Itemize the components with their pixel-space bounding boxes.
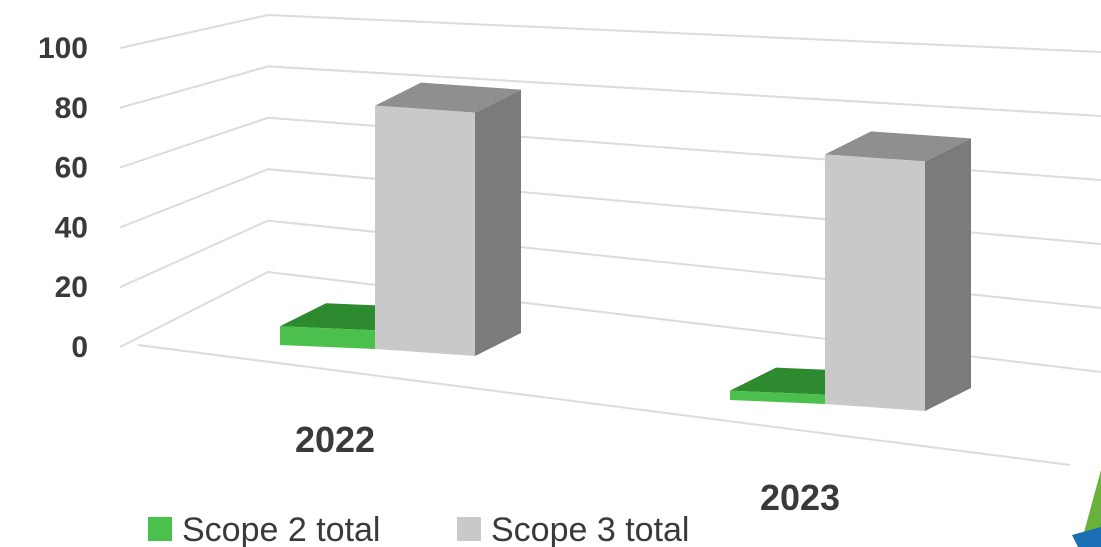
legend-swatch-scope-2-total [148,517,172,541]
legend-label-scope-3-total: Scope 3 total [491,511,689,547]
bar-side-scope-3-total-2022 [475,89,521,356]
bar-scope-3-total-2022 [375,105,475,356]
gridline-0 [119,270,1101,373]
bar-top-scope-3-total-2022 [375,82,521,113]
gridlines [119,13,1101,466]
y-tick-label-100: 100 [38,32,88,65]
x-tick-label-2022: 2022 [295,419,375,460]
y-axis-ticks: 0 20 40 60 80 100 [38,32,88,364]
bars [280,82,971,411]
y-tick-label-40: 40 [55,211,88,244]
bar-scope-3-total-2023 [825,154,925,411]
x-axis-labels: 2022 2023 [295,419,840,518]
gridline-60 [119,116,1101,181]
y-tick-label-0: 0 [71,331,88,364]
logo-corner-icon [1072,470,1101,547]
gridline-20 [119,219,1101,309]
y-tick-label-20: 20 [55,271,88,304]
gridline-100 [119,13,1101,53]
floor-edge-line [137,344,1071,466]
bar-top-scope-3-total-2023 [825,131,971,162]
legend-swatch-scope-3-total [457,517,481,541]
y-tick-label-80: 80 [55,92,88,125]
x-tick-label-2023: 2023 [760,477,840,518]
bar-scope-2-total-2022 [280,326,375,349]
bar-scope-2-total-2023 [730,390,825,404]
y-tick-label-60: 60 [55,152,88,185]
bar-side-scope-3-total-2023 [925,138,971,411]
legend-label-scope-2-total: Scope 2 total [182,511,380,547]
legend: Scope 2 total Scope 3 total [148,511,689,547]
gridline-80 [119,65,1101,117]
gridline-40 [119,168,1101,245]
